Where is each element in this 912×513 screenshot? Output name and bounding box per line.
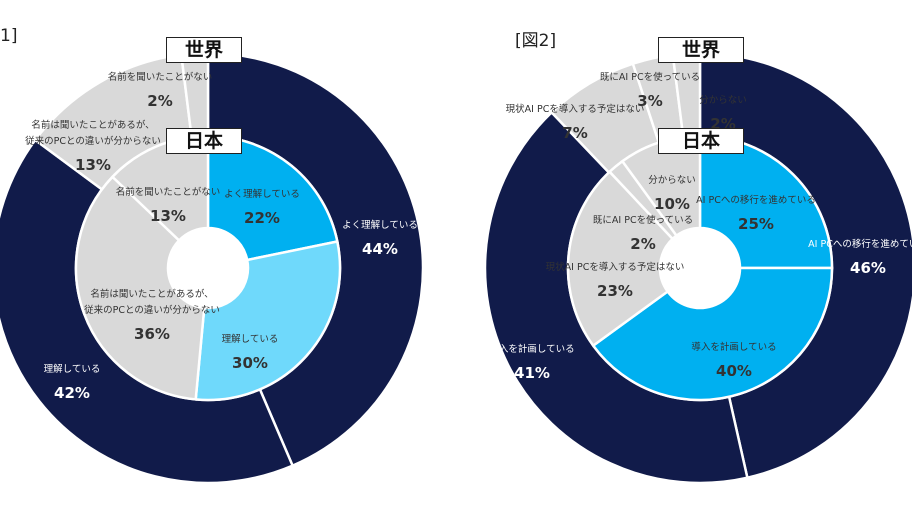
fig1-outer-label-0: よく理解している 44% — [342, 219, 418, 258]
slice-category-label: 従来のPCとの違いが分からない — [84, 304, 220, 316]
fig1-inner-label-1: 理解している 30% — [222, 333, 279, 372]
slice-category-label: 名前を聞いたことがない — [108, 71, 213, 83]
fig2-inner-label-4: 分からない 10% — [648, 175, 696, 213]
slice-category-label: 理解している — [44, 363, 101, 375]
slice-value-label: 44% — [362, 240, 398, 258]
slice-value-label: 30% — [232, 354, 268, 372]
fig1-outer-label-2: 名前は聞いたことがあるが、従来のPCとの違いが分からない 13% — [25, 119, 161, 174]
slice-category-label: AI PCへの移行を進めている — [696, 194, 816, 206]
slice-value-label: 41% — [514, 364, 550, 382]
fig2-outer-label-0: AI PCへの移行を進めている 46% — [808, 238, 912, 277]
slice-value-label: 40% — [716, 362, 752, 380]
figure-2-label: [図2] — [515, 31, 557, 51]
fig1-inner-label-0: よく理解している 22% — [224, 188, 300, 227]
slice-category-label: AI PCへの移行を進めている — [808, 238, 912, 250]
fig2-inner-label-2: 現状AI PCを導入する予定はない 23% — [546, 261, 685, 300]
slice-category-label: よく理解している — [224, 188, 300, 200]
slice-category-label: 既にAI PCを使っている — [593, 214, 693, 226]
slice-value-label: 2% — [147, 92, 172, 110]
slice-category-label: 分からない — [648, 175, 696, 186]
fig1-outer-label-3: 名前を聞いたことがない 2% — [108, 71, 213, 110]
fig1-inner-label-2: 名前は聞いたことがあるが、従来のPCとの違いが分からない 36% — [84, 288, 220, 343]
fig2-outer-label-2: 現状AI PCを導入する予定はない 7% — [506, 103, 645, 142]
slice-category-label: よく理解している — [342, 219, 418, 231]
slice-category-label: 理解している — [222, 333, 279, 345]
slice-category-label: 名前は聞いたことがあるが、 — [90, 288, 213, 300]
slice-category-label: 名前を聞いたことがない — [116, 186, 221, 198]
figure-2-japan-tag: 日本 — [658, 128, 744, 154]
slice-value-label: 22% — [244, 209, 280, 227]
slice-category-label: 導入を計画している — [691, 341, 776, 353]
slice-value-label: 7% — [562, 124, 587, 142]
slice-value-label: 23% — [597, 282, 633, 300]
slice-category-label: 従来のPCとの違いが分からない — [25, 135, 161, 147]
fig2-center-hole — [660, 228, 740, 308]
slice-category-label: 現状AI PCを導入する予定はない — [506, 103, 645, 115]
fig1-center-hole — [168, 228, 248, 308]
slice-category-label: 現状AI PCを導入する予定はない — [546, 261, 685, 273]
slice-value-label: 3% — [637, 92, 662, 110]
slice-value-label: 46% — [850, 259, 886, 277]
figure-2-world-tag: 世界 — [658, 37, 744, 63]
figure-1-label: 1] — [0, 26, 18, 46]
slice-value-label: 13% — [150, 207, 186, 225]
slice-category-label: 既にAI PCを使っている — [600, 71, 700, 83]
figure-1-world-tag: 世界 — [166, 37, 242, 63]
slice-value-label: 36% — [134, 325, 170, 343]
slice-value-label: 42% — [54, 384, 90, 402]
fig1-inner-label-3: 名前を聞いたことがない 13% — [116, 186, 221, 225]
fig2-inner-label-0: AI PCへの移行を進めている 25% — [696, 194, 816, 233]
slice-category-label: 導入を計画している — [489, 343, 574, 355]
slice-category-label: 分からない — [699, 95, 747, 106]
fig1-outer-label-1: 理解している 42% — [44, 363, 101, 402]
slice-category-label: 名前は聞いたことがあるが、 — [31, 119, 154, 131]
fig2-inner-label-1: 導入を計画している 40% — [691, 341, 776, 380]
slice-value-label: 10% — [654, 195, 690, 213]
slice-value-label: 25% — [738, 215, 774, 233]
fig2-inner-label-3: 既にAI PCを使っている 2% — [593, 214, 693, 253]
figure-1-japan-tag: 日本 — [166, 128, 242, 154]
fig2-outer-label-3: 既にAI PCを使っている 3% — [600, 71, 700, 110]
fig2-outer-label-1: 導入を計画している 41% — [489, 343, 574, 382]
slice-value-label: 13% — [75, 156, 111, 174]
slice-value-label: 2% — [630, 235, 655, 253]
